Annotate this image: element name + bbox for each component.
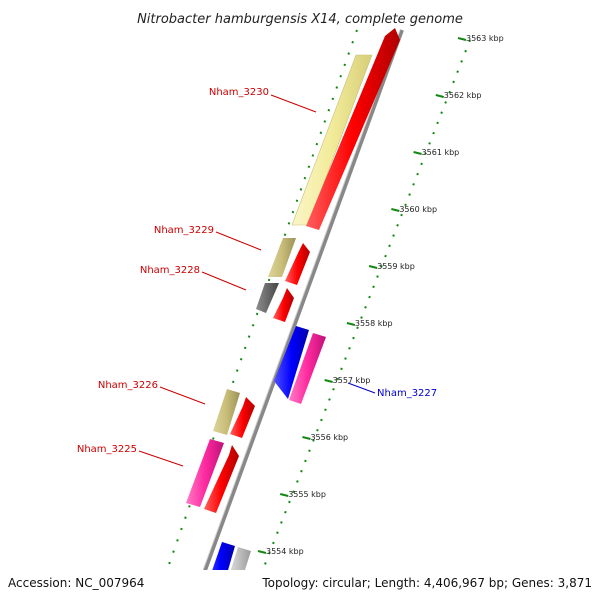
tick-mark — [368, 265, 378, 269]
tick-mark — [346, 322, 356, 326]
leader-line — [215, 231, 262, 251]
leader-line — [270, 94, 317, 113]
topology-text: Topology: circular; Length: 4,406,967 bp… — [261, 576, 592, 590]
tick-label: 3562 kbp — [444, 91, 482, 100]
cog-feature — [256, 283, 279, 313]
gene-label-nham-3230[interactable]: Nham_3230 — [209, 87, 269, 98]
tick-mark — [302, 436, 311, 440]
tick-marks: 3563 kbp 3562 kbp 3561 kbp 3560 kbp 3559 kbp… — [257, 34, 504, 556]
cog-feature — [213, 389, 240, 435]
gene-label-nham-3228[interactable]: Nham_3228 — [140, 265, 200, 276]
cog-feature — [268, 238, 296, 277]
cds-feature — [285, 243, 310, 285]
tick-label: 3560 kbp — [399, 205, 437, 214]
cds-feature — [306, 28, 400, 230]
footer-background — [0, 570, 600, 600]
cds-feature — [230, 397, 255, 438]
tick-label: 3559 kbp — [377, 262, 415, 271]
gene-label-nham-3226[interactable]: Nham_3226 — [98, 380, 158, 391]
leader-line — [138, 450, 184, 467]
tick-mark — [413, 151, 422, 155]
accession-text: Accession: NC_007964 — [8, 576, 144, 590]
tick-label: 3563 kbp — [466, 34, 504, 43]
tick-label: 3554 kbp — [266, 547, 304, 556]
gene-label-nham-3229[interactable]: Nham_3229 — [154, 225, 214, 236]
cds-feature — [273, 288, 294, 322]
tick-mark — [391, 208, 400, 212]
leader-line — [347, 382, 376, 394]
tick-mark — [457, 37, 467, 41]
tick-label: 3561 kbp — [422, 148, 460, 157]
tick-mark — [324, 379, 333, 383]
tick-label: 3556 kbp — [310, 433, 348, 442]
gene-label-nham-3227[interactable]: Nham_3227 — [377, 388, 437, 399]
tick-mark — [435, 94, 445, 98]
cog-feature — [289, 333, 326, 404]
backbone — [194, 29, 404, 596]
tick-label: 3557 kbp — [333, 376, 371, 385]
gene-labels: Nham_3230 Nham_3229 Nham_3228 Nham_3226 … — [77, 87, 437, 467]
tick-mark — [257, 550, 267, 554]
cog-feature — [186, 439, 224, 507]
leader-line — [201, 271, 247, 291]
backbone-highlight — [193, 29, 401, 596]
cds-ring — [204, 28, 400, 513]
leader-line — [159, 386, 206, 405]
tick-mark — [279, 493, 289, 497]
gene-label-nham-3225[interactable]: Nham_3225 — [77, 444, 137, 455]
cog-feature — [274, 326, 309, 399]
tick-label: 3555 kbp — [288, 490, 326, 499]
tick-label: 3558 kbp — [355, 319, 393, 328]
map-title: Nitrobacter hamburgensis X14, complete g… — [137, 12, 463, 27]
cds-feature — [204, 445, 239, 513]
